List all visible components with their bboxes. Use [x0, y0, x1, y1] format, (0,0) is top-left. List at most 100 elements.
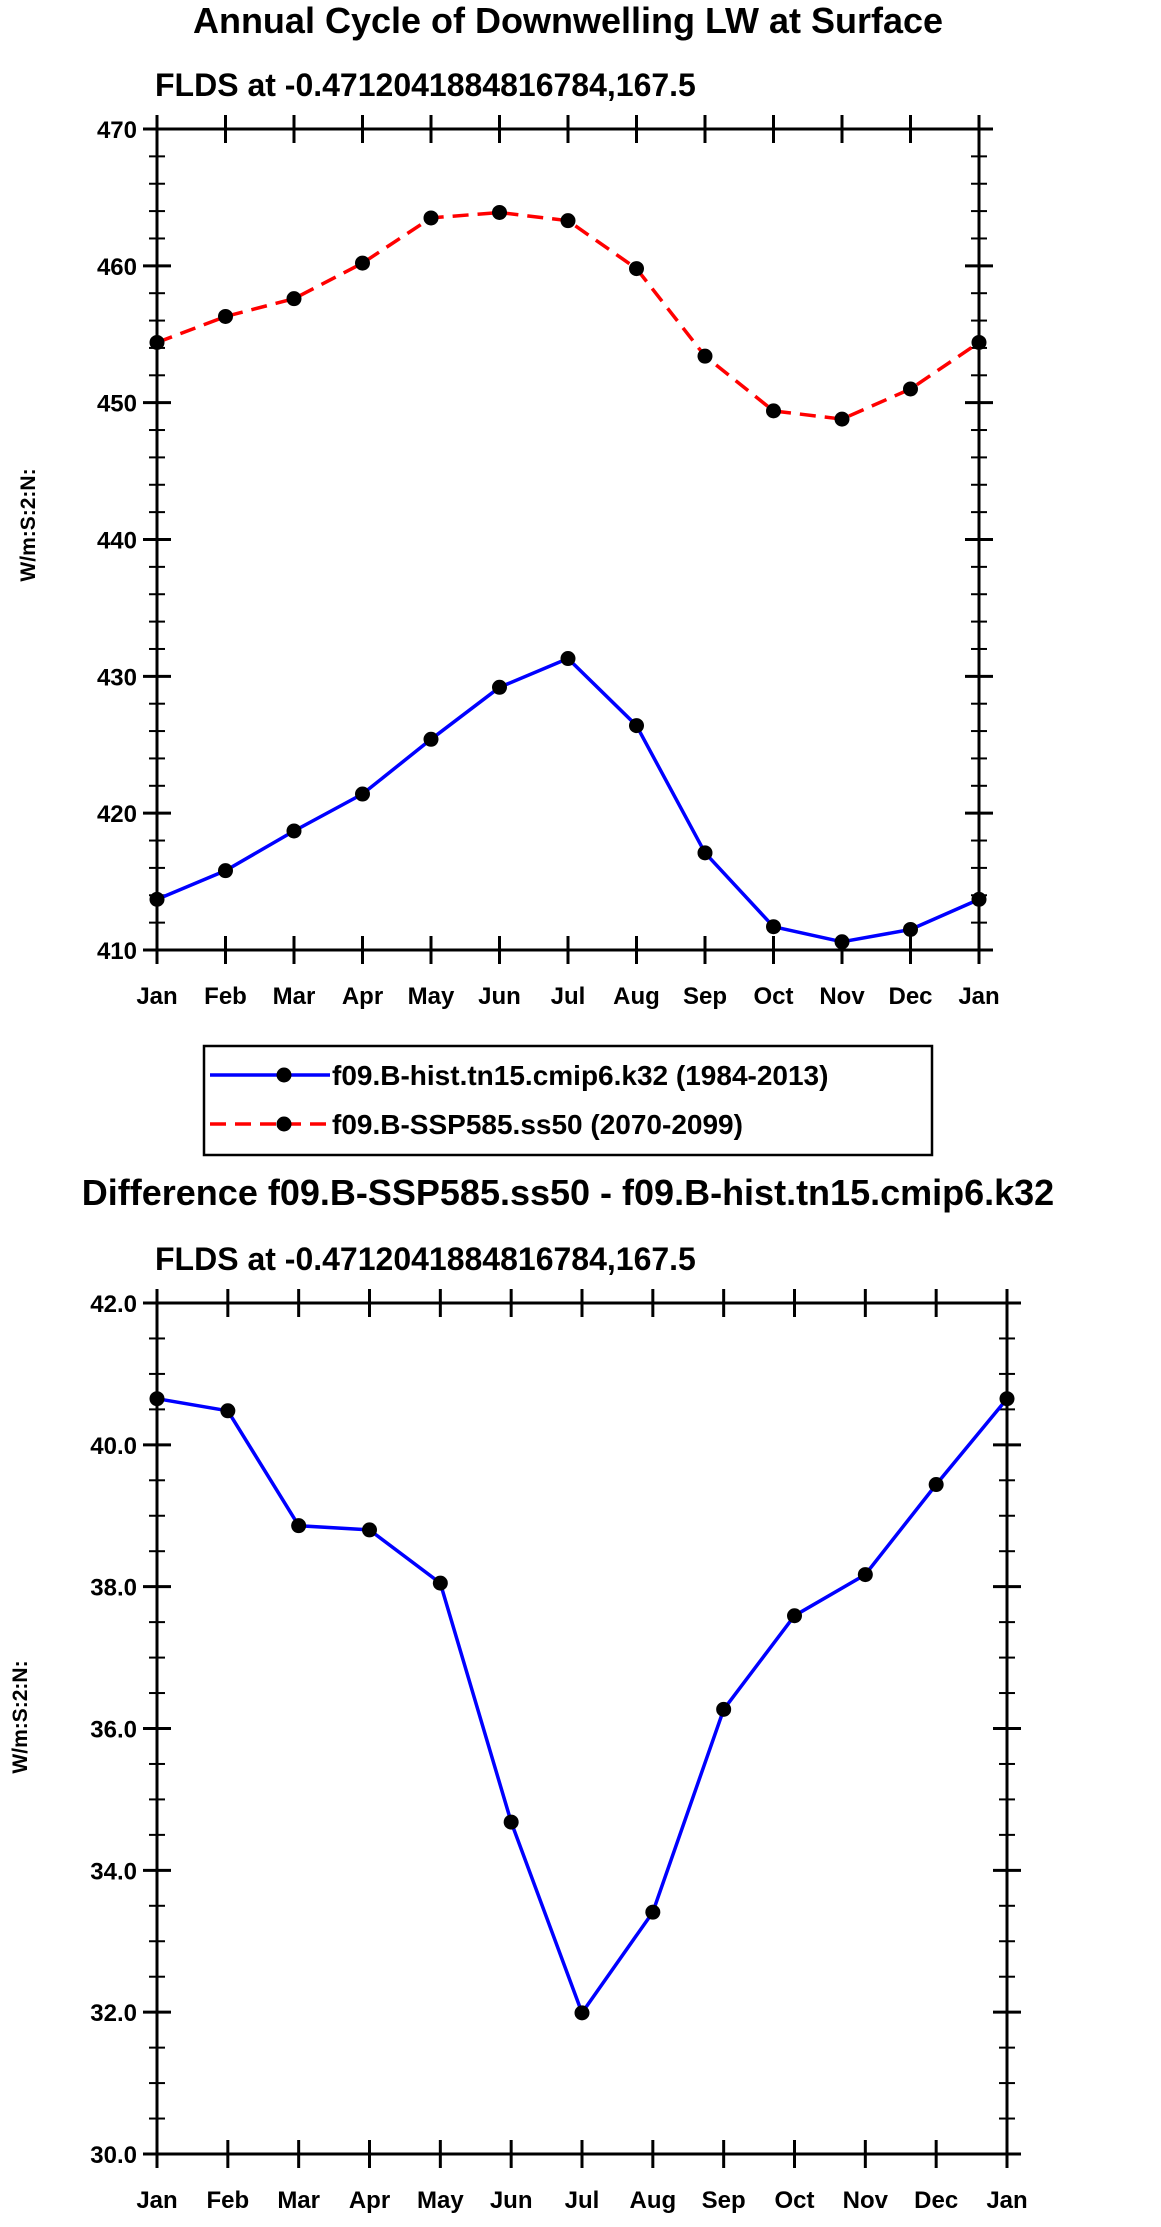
x-tick-label: Feb	[204, 983, 247, 1010]
series-line-0	[156, 1396, 1009, 2015]
y-tick-label: 450	[97, 391, 137, 418]
legend-marker-hist	[276, 1067, 292, 1083]
series-line-1	[156, 210, 980, 421]
series-0-point	[645, 1904, 661, 1920]
x-tick-label: Nov	[843, 2187, 889, 2214]
chart1-subtitle: FLDS at -0.4712041884816784,167.5	[155, 67, 696, 103]
series-0-point	[355, 786, 370, 802]
series-0-point	[971, 891, 987, 907]
series-0-point	[362, 1522, 377, 1538]
series-0-point	[220, 1403, 236, 1419]
series-0-point	[857, 1567, 873, 1583]
series-1-point	[492, 204, 507, 220]
series-1-point	[423, 210, 439, 226]
x-tick-label: Sep	[683, 983, 727, 1010]
y-tick-label: 410	[97, 938, 137, 965]
chart2-series	[149, 1391, 1015, 2021]
legend-marker-ssp	[276, 1116, 292, 1132]
chart2-subtitle: FLDS at -0.4712041884816784,167.5	[155, 1241, 696, 1277]
y-tick-label: 420	[97, 801, 137, 828]
x-tick-label: Jul	[551, 983, 586, 1010]
x-tick-label: Dec	[888, 983, 932, 1010]
chart1-series	[149, 204, 987, 950]
x-tick-label: Jan	[986, 2187, 1027, 2214]
y-tick-label: 32.0	[90, 2000, 137, 2027]
series-1-point	[903, 381, 918, 397]
series-1-point	[834, 411, 850, 427]
chart2-y-axis-label: W/m:S:2:N:	[9, 1660, 32, 1773]
series-0-point	[999, 1391, 1015, 1407]
series-1-point	[355, 255, 370, 271]
x-tick-label: Aug	[613, 983, 660, 1010]
series-line-0	[156, 656, 980, 944]
series-0-point	[766, 919, 781, 935]
series-0-point	[834, 934, 850, 950]
y-tick-label: 460	[97, 254, 137, 281]
series-0-point	[697, 845, 713, 861]
series-0-point	[903, 921, 918, 937]
chart2-x-tick-labels: Jan Feb Mar Apr May Jun Jul Aug Sep Oct Nov Dec Jan	[136, 2187, 1027, 2214]
y-tick-label: 34.0	[90, 1858, 137, 1885]
chart2-title: Difference f09.B-SSP585.ss50 - f09.B-his…	[82, 1172, 1054, 1213]
x-tick-label: Oct	[774, 2187, 814, 2214]
x-tick-label: May	[408, 983, 455, 1010]
x-tick-label: Oct	[753, 983, 793, 1010]
plot-frame	[155, 127, 981, 952]
x-tick-label: Mar	[273, 983, 316, 1010]
x-tick-label: Jan	[958, 983, 999, 1010]
series-1-point	[971, 334, 987, 350]
series-1-point	[697, 348, 713, 364]
chart2-y-tick-labels: 30.0 32.0 34.0 36.0 38.0 40.0 42.0	[90, 1291, 137, 2169]
x-tick-label: Apr	[349, 2187, 390, 2214]
series-1-point	[560, 213, 576, 229]
series-0-point	[503, 1814, 519, 1830]
chart1-y-tick-labels: 410 420 430 440 450 460 470	[97, 117, 137, 965]
chart1-x-tick-labels: Jan Feb Mar Apr May Jun Jul Aug Sep Oct Nov Dec Jan	[136, 983, 999, 1010]
x-tick-label: Mar	[277, 2187, 320, 2214]
y-tick-label: 40.0	[90, 1433, 137, 1460]
y-tick-label: 440	[97, 528, 137, 555]
y-tick-label: 42.0	[90, 1291, 137, 1318]
series-0-point	[560, 651, 576, 667]
legend-box	[202, 1044, 934, 1157]
series-1-point	[766, 403, 781, 419]
series-0-point	[291, 1518, 307, 1534]
x-tick-label: Jun	[490, 2187, 533, 2214]
x-tick-label: Sep	[702, 2187, 746, 2214]
series-1-point	[218, 308, 233, 324]
x-tick-label: Nov	[819, 983, 865, 1010]
series-0-point	[492, 679, 507, 695]
legend-label-ssp: f09.B-SSP585.ss50 (2070-2099)	[332, 1109, 743, 1140]
series-0-point	[286, 823, 302, 839]
chart2-axes	[143, 1289, 1021, 2168]
x-tick-label: Dec	[914, 2187, 958, 2214]
chart1-title: Annual Cycle of Downwelling LW at Surfac…	[193, 0, 943, 41]
series-0-point	[629, 718, 644, 734]
series-0-point	[149, 1391, 165, 1407]
series-0-point	[574, 2005, 590, 2021]
series-0-point	[928, 1477, 944, 1493]
y-tick-label: 36.0	[90, 1717, 137, 1744]
y-tick-label: 430	[97, 664, 137, 691]
y-tick-label: 38.0	[90, 1575, 137, 1602]
series-0-point	[423, 731, 439, 747]
chart1-axes	[143, 115, 993, 964]
x-tick-label: Apr	[342, 983, 383, 1010]
x-tick-label: May	[417, 2187, 464, 2214]
y-tick-label: 470	[97, 117, 137, 144]
series-0-point	[787, 1608, 802, 1624]
x-tick-label: Jul	[565, 2187, 600, 2214]
x-tick-label: Jan	[136, 2187, 177, 2214]
series-1-point	[629, 261, 644, 277]
series-0-point	[218, 863, 233, 879]
series-0-point	[432, 1575, 448, 1591]
chart1-y-axis-label: W/m:S:2:N:	[17, 468, 40, 581]
series-0-point	[149, 891, 165, 907]
legend-label-hist: f09.B-hist.tn15.cmip6.k32 (1984-2013)	[332, 1060, 828, 1091]
chart1-legend: f09.B-hist.tn15.cmip6.k32 (1984-2013) f0…	[202, 1044, 934, 1157]
x-tick-label: Jun	[478, 983, 521, 1010]
x-tick-label: Aug	[630, 2187, 677, 2214]
y-tick-label: 30.0	[90, 2142, 137, 2169]
x-tick-label: Jan	[136, 983, 177, 1010]
